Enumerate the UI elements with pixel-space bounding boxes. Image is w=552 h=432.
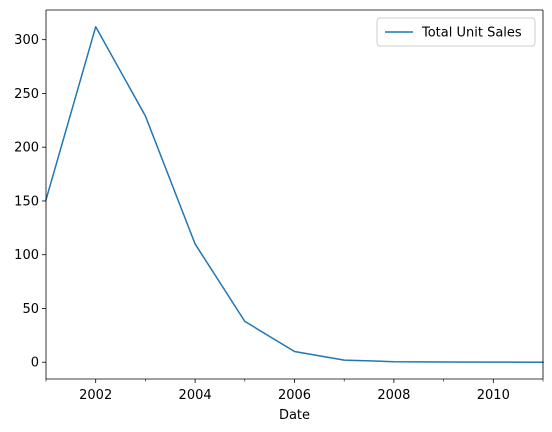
- y-tick-label: 150: [14, 194, 39, 209]
- series-layer: [45, 26, 544, 363]
- axes-layer: [45, 9, 544, 380]
- x-tick-label: 2010: [477, 388, 510, 403]
- x-tick-label: 2002: [79, 388, 112, 403]
- legend-label-total-unit-sales: Total Unit Sales: [421, 26, 522, 41]
- y-tick-label: 50: [22, 302, 39, 317]
- x-tick-label: 2004: [179, 388, 212, 403]
- y-tick-label: 100: [14, 248, 39, 263]
- legend-box: [376, 17, 536, 47]
- series-line-0: [45, 26, 544, 363]
- y-tick-label: 200: [14, 141, 39, 156]
- y-tick-label: 300: [14, 33, 39, 48]
- x-axis-label: Date: [279, 408, 310, 423]
- x-tick-label: 2008: [377, 388, 410, 403]
- plot-area: [46, 10, 543, 379]
- y-tick-label: 250: [14, 87, 39, 102]
- y-tick-label: 0: [31, 356, 39, 371]
- legend: Total Unit Sales: [376, 17, 536, 47]
- x-tick-label: 2006: [278, 388, 311, 403]
- ticks-layer: 0 50 100 150 200 250 300 2002 2004 2006 2008 2010: [14, 33, 544, 403]
